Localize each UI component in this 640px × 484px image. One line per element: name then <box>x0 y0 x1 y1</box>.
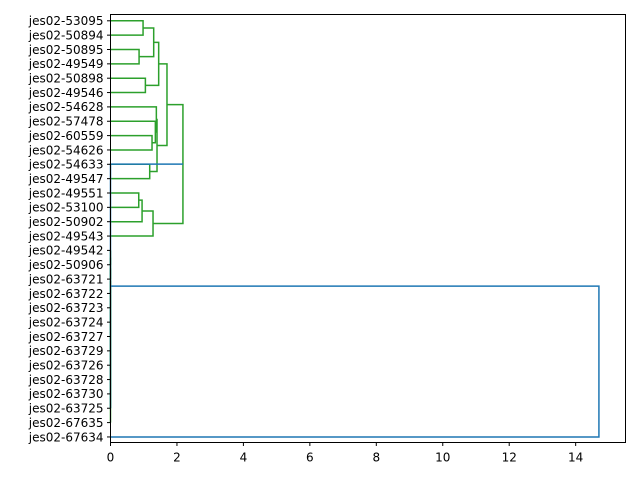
dendrogram-link-m1 <box>110 20 144 36</box>
leaf-label: jes02-67634 <box>28 430 104 444</box>
dendrogram-link-m6 <box>110 134 153 151</box>
leaf-label: jes02-50902 <box>28 215 104 229</box>
dendrogram-link-m14 <box>110 210 154 237</box>
x-axis: 0 2 4 6 8 10 12 14 <box>107 442 583 465</box>
leaf-label: jes02-49551 <box>28 186 104 200</box>
dendrogram-link-m10 <box>149 118 158 173</box>
leaf-label: jes02-54633 <box>28 158 104 172</box>
leaf-label: jes02-60559 <box>28 129 104 143</box>
leaf-label: jes02-49542 <box>28 244 104 258</box>
leaf-label: jes02-49549 <box>28 57 104 71</box>
dendrogram-link-m2 <box>110 48 140 65</box>
dendrogram-link-m3 <box>139 27 155 58</box>
x-tick-label: 6 <box>306 451 314 465</box>
leaf-label: jes02-63722 <box>28 287 104 301</box>
leaf-label: jes02-57478 <box>28 115 104 129</box>
dendrogram-link-m7 <box>110 120 157 144</box>
leaf-label: jes02-63727 <box>28 330 104 344</box>
x-tick-label: 8 <box>372 451 380 465</box>
leaf-label: jes02-50906 <box>28 258 104 272</box>
leaf-label: jes02-50894 <box>28 28 104 42</box>
x-tick-label: 4 <box>240 451 248 465</box>
dendrogram-link-m9 <box>110 163 151 180</box>
x-tick-label: 0 <box>107 451 115 465</box>
x-tick-label: 10 <box>435 451 450 465</box>
leaf-label: jes02-63730 <box>28 387 104 401</box>
leaf-label: jes02-50895 <box>28 43 104 57</box>
dendrogram-link-m8 <box>110 106 158 133</box>
leaf-label: jes02-49547 <box>28 172 104 186</box>
leaf-label: jes02-63729 <box>28 344 104 358</box>
leaf-label: jes02-63724 <box>28 315 104 329</box>
leaf-label: jes02-63723 <box>28 301 104 315</box>
dendrogram-link-m13 <box>110 199 143 223</box>
leaf-label: jes02-63728 <box>28 373 104 387</box>
dendrogram-link-m4 <box>110 77 147 94</box>
leaf-label: jes02-63725 <box>28 402 104 416</box>
leaf-label: jes02-54628 <box>28 100 104 114</box>
x-tick-label: 12 <box>502 451 517 465</box>
dendrogram-link-m5 <box>145 41 160 87</box>
leaf-label: jes02-67635 <box>28 416 104 430</box>
dendrogram-link-m29 <box>110 285 600 438</box>
leaf-labels: jes02-53095jes02-50894jes02-50895jes02-4… <box>28 14 111 444</box>
leaf-label: jes02-54626 <box>28 143 104 157</box>
plot-frame <box>110 14 626 443</box>
leaf-label: jes02-49546 <box>28 86 104 100</box>
leaf-label: jes02-50898 <box>28 72 104 86</box>
dendrogram-link-m12 <box>110 192 140 209</box>
leaf-label: jes02-53100 <box>28 201 104 215</box>
x-tick-label: 14 <box>568 451 583 465</box>
leaf-label: jes02-49543 <box>28 229 104 243</box>
leaf-label: jes02-63726 <box>28 359 104 373</box>
leaf-label: jes02-53095 <box>28 14 104 28</box>
x-tick-label: 2 <box>173 451 181 465</box>
dendrogram-branches <box>109 20 600 438</box>
leaf-label: jes02-63721 <box>28 272 104 286</box>
